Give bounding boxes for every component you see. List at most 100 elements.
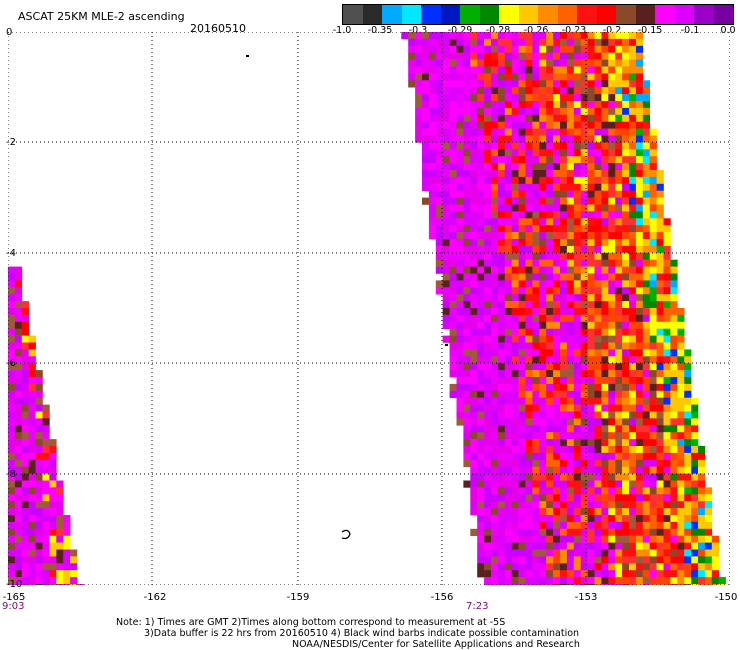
wind-data-cell (622, 190, 630, 198)
wind-data-cell (656, 542, 664, 550)
wind-data-cell (629, 38, 637, 47)
wind-data-cell (518, 370, 526, 378)
wind-data-cell (546, 335, 554, 343)
wind-data-cell (684, 452, 692, 461)
wind-data-cell (553, 101, 561, 109)
wind-data-cell (470, 473, 478, 481)
wind-data-cell (484, 135, 492, 143)
wind-data-cell (573, 232, 581, 240)
wind-data-cell (28, 335, 36, 343)
wind-data-cell (622, 466, 630, 474)
wind-data-cell (435, 239, 443, 247)
wind-data-cell (504, 52, 512, 60)
wind-data-cell (601, 501, 609, 509)
wind-data-cell (491, 66, 499, 74)
wind-data-cell (532, 121, 540, 129)
wind-data-cell (663, 521, 671, 530)
wind-data-cell (642, 183, 650, 191)
wind-data-cell (704, 535, 713, 543)
footnote-line-1: Note: 1) Times are GMT 2)Times along bot… (116, 617, 506, 628)
wind-data-cell (28, 411, 36, 419)
wind-data-cell (635, 170, 644, 178)
wind-data-cell (21, 439, 29, 447)
wind-data-cell (629, 466, 637, 474)
wind-data-cell (477, 363, 485, 371)
wind-data-cell (456, 363, 464, 371)
wind-data-cell (491, 411, 499, 419)
wind-data-cell (629, 377, 637, 385)
wind-data-cell (511, 107, 519, 116)
wind-data-cell (573, 349, 581, 357)
wind-data-cell (573, 266, 581, 274)
wind-data-cell (35, 473, 43, 481)
wind-data-cell (518, 570, 526, 578)
wind-data-cell (642, 480, 650, 488)
wind-data-cell (573, 211, 581, 219)
wind-data-cell (456, 418, 464, 426)
wind-data-cell (49, 570, 57, 578)
wind-data-cell (553, 404, 561, 412)
wind-data-cell (63, 549, 71, 557)
wind-data-cell (504, 135, 512, 143)
wind-data-cell (656, 466, 664, 474)
wind-data-cell (456, 59, 464, 67)
wind-data-cell (560, 190, 568, 198)
wind-data-cell (566, 535, 575, 543)
wind-data-cell (511, 314, 519, 323)
wind-data-cell (518, 294, 526, 302)
wind-data-cell (8, 570, 16, 578)
wind-data-cell (470, 87, 478, 95)
wind-data-cell (677, 314, 685, 323)
wind-data-cell (670, 404, 678, 412)
wind-data-cell (587, 170, 595, 178)
wind-data-cell (511, 301, 519, 309)
wind-data-cell (449, 176, 457, 185)
wind-data-cell (532, 287, 540, 295)
wind-data-cell (518, 363, 526, 371)
wind-data-cell (587, 570, 595, 578)
island-marker (246, 55, 249, 57)
wind-data-cell (8, 577, 16, 585)
wind-data-cell (21, 570, 29, 578)
wind-data-cell (615, 190, 623, 198)
wind-data-cell (635, 377, 644, 385)
wind-data-cell (580, 45, 588, 53)
wind-data-cell (629, 556, 637, 564)
wind-data-cell (546, 577, 554, 585)
wind-data-cell (491, 73, 499, 81)
wind-data-cell (684, 349, 692, 357)
wind-data-cell (8, 584, 16, 585)
wind-data-cell (518, 259, 526, 267)
wind-data-cell (484, 149, 492, 157)
wind-data-cell (484, 377, 492, 385)
wind-data-cell (470, 80, 478, 88)
wind-data-cell (470, 128, 478, 136)
wind-data-cell (649, 156, 657, 164)
wind-data-cell (546, 101, 554, 109)
wind-data-cell (608, 80, 616, 88)
wind-data-cell (518, 446, 526, 454)
wind-data-cell (539, 142, 547, 150)
wind-data-cell (8, 452, 16, 461)
wind-data-cell (497, 38, 506, 47)
wind-data-cell (49, 563, 57, 571)
wind-data-cell (518, 528, 526, 536)
color-legend-swatch (401, 5, 421, 24)
wind-data-cell (573, 218, 581, 226)
wind-data-cell (21, 390, 29, 398)
wind-data-cell (70, 563, 78, 571)
wind-data-cell (663, 356, 671, 364)
wind-data-cell (463, 439, 471, 447)
wind-data-cell (428, 52, 437, 60)
wind-data-cell (532, 211, 540, 219)
wind-data-cell (525, 80, 533, 88)
wind-data-cell (580, 466, 588, 474)
wind-data-cell (594, 239, 602, 247)
wind-data-cell (622, 142, 630, 150)
wind-data-cell (656, 266, 664, 274)
wind-data-cell (642, 245, 650, 254)
wind-data-cell (504, 521, 512, 530)
wind-data-cell (566, 363, 575, 371)
wind-data-cell (635, 204, 644, 212)
wind-data-cell (615, 38, 623, 47)
